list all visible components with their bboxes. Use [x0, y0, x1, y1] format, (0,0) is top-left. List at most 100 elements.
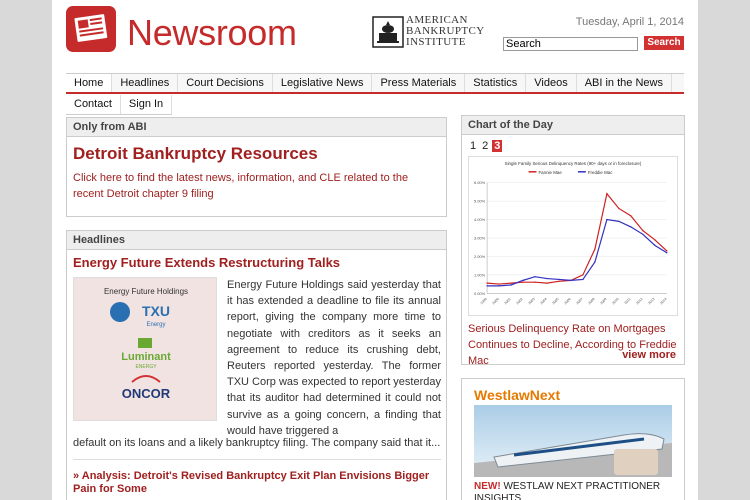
series-point: [642, 229, 644, 232]
series-line: [487, 192, 668, 285]
headline-link[interactable]: » Analysis: Detroit's Revised Bankruptcy…: [73, 470, 441, 496]
series-point: [654, 244, 656, 247]
divider: [73, 459, 441, 460]
x-tick-label: 2002: [515, 297, 523, 305]
x-tick-label: 2008: [587, 297, 595, 305]
series-point: [558, 280, 560, 282]
headlines-heading: Headlines: [67, 231, 446, 250]
delinquency-chart[interactable]: Single Family Serious Delinquency Rates …: [468, 156, 678, 316]
headline-link-text: Analysis: Detroit's Revised Bankruptcy E…: [73, 470, 430, 495]
x-tick-label: 2001: [504, 297, 512, 305]
series-point: [606, 218, 608, 221]
image-label: ENERGY: [135, 364, 157, 370]
nav-home[interactable]: Home: [66, 74, 113, 92]
series-point: [618, 220, 620, 223]
headlines-box: Headlines Energy Future Extends Restruct…: [66, 230, 447, 500]
detroit-resources-desc[interactable]: Click here to find the latest news, info…: [73, 172, 409, 200]
site-title[interactable]: Newsroom: [127, 12, 297, 53]
current-date: Tuesday, April 1, 2014: [575, 16, 684, 28]
nav-press-materials[interactable]: Press Materials: [372, 74, 466, 92]
westlaw-logo: WestlawNext: [474, 387, 561, 403]
y-tick-label: 1.00%: [474, 272, 486, 277]
chart-caption-link[interactable]: Serious Delinquency Rate on Mortgages Co…: [468, 323, 677, 367]
series-point: [558, 278, 560, 281]
series-point: [582, 274, 584, 276]
train-image: [474, 405, 672, 477]
y-tick-label: 4.00%: [474, 217, 486, 222]
x-tick-label: 2011: [624, 297, 632, 305]
series-point: [486, 285, 488, 287]
only-from-abi-heading: Only from ABI: [67, 118, 446, 137]
image-label: Luminant: [121, 351, 171, 363]
nav-contact[interactable]: Contact: [66, 95, 121, 114]
abi-logo-text[interactable]: AMERICAN BANKRUPTCY INSTITUTE: [406, 15, 485, 48]
search-button[interactable]: Search: [644, 36, 684, 50]
bullet-icon: »: [73, 470, 82, 482]
main-nav: Home Headlines Court Decisions Legislati…: [66, 73, 684, 94]
x-tick-label: 2003: [527, 297, 535, 305]
y-tick-label: 2.00%: [474, 254, 486, 259]
y-tick-label: 6.00%: [474, 180, 486, 185]
chart-pager: 1 2 3: [468, 140, 503, 152]
series-point: [594, 248, 596, 250]
x-tick-label: 2006: [563, 297, 571, 305]
nav-abi-in-the-news[interactable]: ABI in the News: [577, 74, 672, 92]
series-point: [534, 275, 536, 278]
search-input[interactable]: [503, 37, 638, 51]
ad-new-label: NEW!: [474, 481, 501, 492]
story-image[interactable]: Energy Future Holdings TXU Energy Lumina…: [73, 277, 217, 421]
series-point: [618, 207, 620, 210]
series-point: [642, 233, 644, 235]
series-point: [534, 281, 536, 283]
chart-title: Single Family Serious Delinquency Rates …: [505, 161, 642, 166]
only-from-abi-box: Only from ABI Detroit Bankruptcy Resourc…: [66, 117, 447, 217]
series-line: [487, 218, 668, 287]
view-more-link[interactable]: view more: [622, 349, 676, 361]
series-point: [654, 239, 656, 241]
abi-capitol-icon[interactable]: [372, 16, 404, 48]
x-tick-label: 2009: [599, 297, 607, 305]
detroit-resources-link[interactable]: Detroit Bankruptcy Resources: [73, 144, 318, 163]
nav-videos[interactable]: Videos: [526, 74, 577, 92]
y-tick-label: 5.00%: [474, 199, 486, 204]
nav-court-decisions[interactable]: Court Decisions: [178, 74, 273, 92]
page: Newsroom AMERICAN BANKRUPTCY INSTITUTE T…: [52, 0, 698, 500]
image-label: TXU: [142, 303, 170, 319]
nav-headlines[interactable]: Headlines: [112, 74, 179, 92]
x-tick-label: 2014: [659, 297, 667, 305]
series-point: [498, 285, 500, 287]
story-body-tail: default on its loans and a likely bankru…: [73, 437, 441, 449]
legend-label: Fannie Mae: [538, 170, 562, 175]
nav-legislative-news[interactable]: Legislative News: [273, 74, 373, 92]
image-label: ONCOR: [122, 386, 171, 401]
series-point: [630, 215, 632, 217]
chart-page-1[interactable]: 1: [470, 140, 477, 152]
abi-logo-line: INSTITUTE: [406, 36, 466, 48]
series-point: [630, 226, 632, 228]
x-tick-label: 2010: [611, 297, 619, 305]
chart-page-2[interactable]: 2: [482, 140, 489, 152]
abi-logo-line: BANKRUPTCY: [406, 25, 485, 37]
x-tick-label: 1999: [480, 297, 488, 305]
story-title-link[interactable]: Energy Future Extends Restructuring Talk…: [73, 255, 341, 270]
series-point: [570, 279, 572, 282]
x-tick-label: 2013: [647, 297, 655, 305]
abi-logo-line: AMERICAN: [406, 14, 468, 26]
newsroom-logo-icon[interactable]: [66, 6, 116, 52]
x-tick-label: 2012: [635, 297, 643, 305]
westlaw-ad[interactable]: WestlawNext NEW! WESTLAW NEXT PRACTITION…: [461, 378, 685, 500]
ad-text: NEW! WESTLAW NEXT PRACTITIONER INSIGHTS: [474, 481, 674, 500]
series-point: [582, 278, 584, 281]
nav-statistics[interactable]: Statistics: [465, 74, 527, 92]
series-point: [498, 283, 500, 285]
series-point: [546, 282, 548, 284]
series-point: [486, 282, 488, 284]
chart-of-the-day-box: Chart of the Day 1 2 3 Single Family Ser…: [461, 115, 685, 367]
x-tick-label: 2000: [492, 297, 500, 305]
series-point: [522, 279, 524, 282]
ad-text-body: WESTLAW NEXT PRACTITIONER INSIGHTS: [474, 481, 661, 500]
nav-sign-in[interactable]: Sign In: [121, 95, 173, 114]
legend-label: Freddie Mac: [588, 170, 613, 175]
series-point: [594, 261, 596, 263]
chart-page-3[interactable]: 3: [492, 140, 503, 152]
